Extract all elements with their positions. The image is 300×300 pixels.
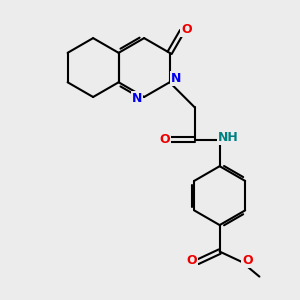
Text: O: O — [186, 254, 197, 267]
Text: N: N — [171, 72, 181, 85]
Text: O: O — [181, 23, 192, 36]
Text: O: O — [242, 254, 253, 267]
Text: O: O — [159, 133, 169, 146]
Text: NH: NH — [218, 131, 238, 144]
Text: N: N — [132, 92, 142, 105]
